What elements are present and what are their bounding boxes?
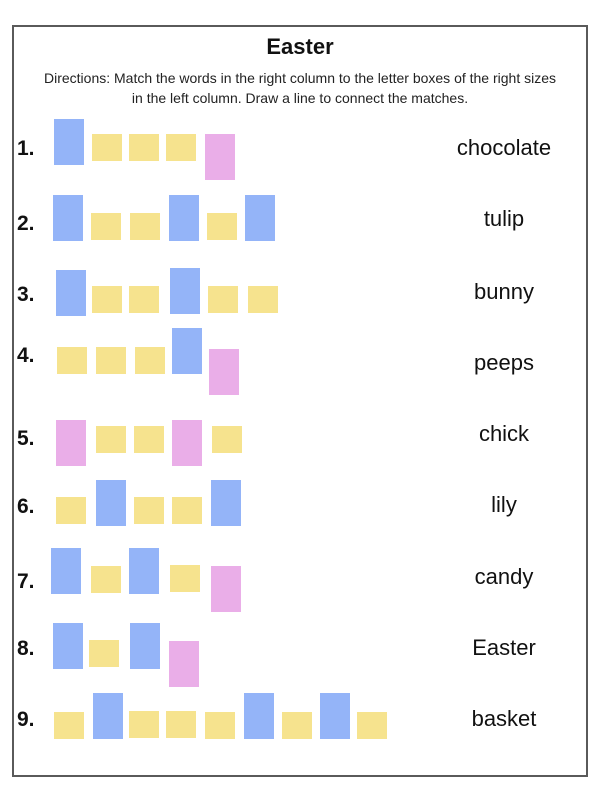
letter-box-yellow-short[interactable]: [135, 347, 165, 374]
letter-box-blue-tall[interactable]: [53, 623, 83, 669]
letter-box-yellow-short[interactable]: [134, 497, 164, 524]
letter-box-blue-tall[interactable]: [130, 623, 160, 669]
letter-box-yellow-short[interactable]: [205, 712, 235, 739]
letter-box-blue-tall[interactable]: [172, 328, 202, 374]
letter-box-yellow-short[interactable]: [207, 213, 237, 240]
row-number: 3.: [17, 283, 35, 306]
letter-box-yellow-short[interactable]: [54, 712, 84, 739]
letter-box-blue-tall[interactable]: [51, 548, 81, 594]
letter-box-yellow-short[interactable]: [96, 426, 126, 453]
letter-box-pink-tall[interactable]: [209, 349, 239, 395]
letter-box-blue-tall[interactable]: [129, 548, 159, 594]
letter-box-blue-tall[interactable]: [245, 195, 275, 241]
match-word[interactable]: basket: [471, 706, 537, 731]
letter-box-blue-tall[interactable]: [53, 195, 83, 241]
row-number: 5.: [17, 427, 35, 450]
letter-box-yellow-short[interactable]: [208, 286, 238, 313]
letter-box-yellow-short[interactable]: [166, 711, 196, 738]
match-word[interactable]: tulip: [483, 206, 525, 231]
letter-box-yellow-short[interactable]: [56, 497, 86, 524]
letter-box-blue-tall[interactable]: [170, 268, 200, 314]
letter-box-yellow-short[interactable]: [166, 134, 196, 161]
letter-box-yellow-short[interactable]: [92, 134, 122, 161]
letter-box-yellow-short[interactable]: [357, 712, 387, 739]
letter-box-blue-tall[interactable]: [320, 693, 350, 739]
match-word[interactable]: bunny: [474, 279, 534, 304]
match-word[interactable]: lily: [491, 492, 517, 517]
match-word[interactable]: peeps: [474, 350, 534, 375]
letter-box-blue-tall[interactable]: [93, 693, 123, 739]
worksheet-title: Easter: [266, 34, 334, 59]
letter-box-yellow-short[interactable]: [92, 286, 122, 313]
letter-box-yellow-short[interactable]: [91, 566, 121, 593]
letter-box-yellow-short[interactable]: [96, 347, 126, 374]
letter-box-yellow-short[interactable]: [129, 711, 159, 738]
row-number: 8.: [17, 637, 35, 660]
letter-box-blue-tall[interactable]: [56, 270, 86, 316]
match-word[interactable]: candy: [474, 564, 534, 589]
worksheet-frame: [12, 25, 588, 777]
letter-box-yellow-short[interactable]: [129, 286, 159, 313]
letter-box-blue-tall[interactable]: [54, 119, 84, 165]
letter-box-pink-tall[interactable]: [169, 641, 199, 687]
letter-box-yellow-short[interactable]: [129, 134, 159, 161]
letter-box-blue-tall[interactable]: [169, 195, 199, 241]
letter-box-yellow-short[interactable]: [282, 712, 312, 739]
letter-box-yellow-short[interactable]: [57, 347, 87, 374]
letter-box-yellow-short[interactable]: [170, 565, 200, 592]
letter-box-yellow-short[interactable]: [172, 497, 202, 524]
row-number: 4.: [17, 344, 35, 367]
row-number: 1.: [17, 137, 35, 160]
letter-box-yellow-short[interactable]: [130, 213, 160, 240]
letter-box-yellow-short[interactable]: [89, 640, 119, 667]
letter-box-yellow-short[interactable]: [134, 426, 164, 453]
letter-box-pink-tall[interactable]: [211, 566, 241, 612]
letter-box-yellow-short[interactable]: [248, 286, 278, 313]
directions-text: Directions: Match the words in the right…: [43, 70, 557, 106]
letter-box-yellow-short[interactable]: [91, 213, 121, 240]
letter-box-pink-tall[interactable]: [56, 420, 86, 466]
match-word[interactable]: Easter: [472, 635, 536, 660]
row-number: 2.: [17, 212, 35, 235]
letter-box-pink-tall[interactable]: [172, 420, 202, 466]
match-word[interactable]: chick: [478, 421, 530, 446]
letter-box-blue-tall[interactable]: [96, 480, 126, 526]
match-word[interactable]: chocolate: [456, 135, 552, 160]
letter-box-pink-tall[interactable]: [205, 134, 235, 180]
letter-box-blue-tall[interactable]: [244, 693, 274, 739]
letter-box-yellow-short[interactable]: [212, 426, 242, 453]
letter-box-blue-tall[interactable]: [211, 480, 241, 526]
row-number: 7.: [17, 570, 35, 593]
row-number: 9.: [17, 708, 35, 731]
row-number: 6.: [17, 495, 35, 518]
